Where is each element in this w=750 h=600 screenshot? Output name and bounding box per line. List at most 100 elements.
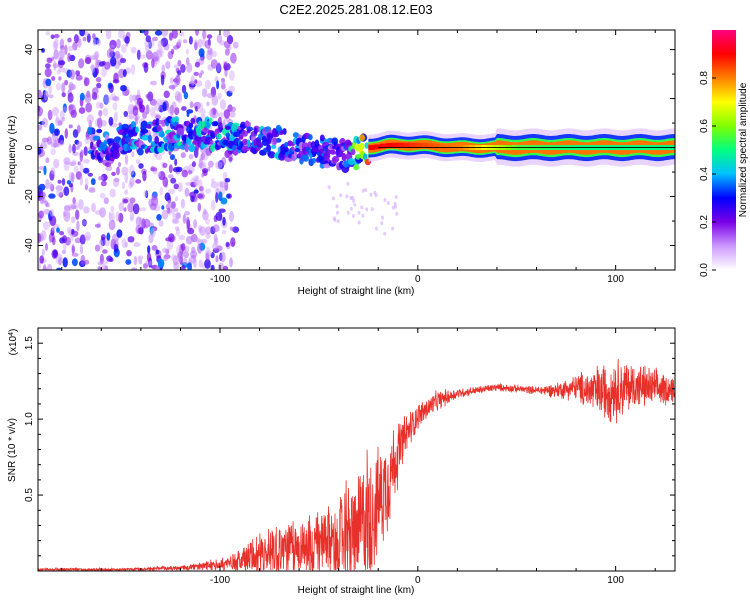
spectrogram-noise-blob	[157, 171, 162, 177]
snr-scale-suffix: )	[8, 329, 19, 332]
spectrogram-noise-blob	[200, 238, 208, 244]
spectrogram-noise-blob	[75, 70, 81, 76]
spectrogram-noise-blob	[52, 63, 60, 68]
spectrogram-noise-blob	[230, 52, 237, 64]
spectrogram-noise-blob	[84, 184, 88, 191]
spectrogram-noise-blob	[103, 94, 111, 105]
spectrogram-noise-blob	[53, 38, 59, 50]
spectrogram-ridge-blob	[292, 132, 299, 138]
spectrogram-noise-blob	[92, 33, 96, 40]
spectrogram-ridge-blob	[177, 141, 182, 147]
spectrogram-noise-blob	[102, 60, 106, 66]
spectrogram-noise-blob	[52, 236, 56, 246]
spectrogram-noise-blob	[383, 231, 387, 236]
spectrogram-noise-blob	[353, 202, 357, 207]
spectrogram-noise-blob	[169, 77, 174, 84]
spectrogram-noise-blob	[206, 34, 213, 39]
spectrogram-noise-blob	[150, 167, 158, 172]
spectrogram-noise-blob	[58, 67, 66, 73]
spectrogram-noise-blob	[161, 205, 165, 210]
spectrogram-noise-blob	[90, 178, 96, 186]
spectrogram-noise-blob	[351, 214, 355, 218]
spectrogram-noise-blob	[127, 202, 135, 213]
spectrogram-noise-blob	[84, 259, 90, 265]
spectrogram-ridge-blob	[184, 143, 189, 153]
spectrogram-noise-blob	[143, 62, 149, 73]
spectrogram-noise-blob	[41, 248, 45, 256]
spectrogram-ridge-blob	[314, 139, 320, 148]
spectrogram-noise-blob	[209, 109, 214, 120]
spectrogram-noise-blob	[194, 79, 198, 84]
spectrogram-noise-blob	[78, 107, 86, 114]
spectrogram-ridge-core	[451, 144, 458, 150]
spectrogram-noise-blob	[180, 152, 186, 159]
spectrogram-noise-blob	[55, 253, 63, 265]
spectrogram-noise-blob	[133, 255, 138, 266]
spectrogram-noise-blob	[139, 259, 143, 265]
spectrogram-noise-blob	[65, 209, 71, 219]
spectrogram-noise-blob	[210, 59, 218, 69]
spectrogram-ridge-blob	[284, 141, 289, 148]
spectrogram-noise-blob	[170, 201, 176, 209]
spectrogram-ridge-core	[404, 142, 411, 148]
spectrogram-noise-blob	[61, 92, 66, 98]
spectrogram-noise-blob	[198, 157, 203, 169]
spectrogram-noise-blob	[205, 232, 211, 240]
spectrogram-noise-blob	[212, 224, 220, 233]
spectrogram-noise-blob	[55, 115, 59, 123]
spectrogram-noise-blob	[113, 72, 119, 83]
spectrogram-noise-blob	[365, 207, 369, 212]
spectrogram-noise-blob	[76, 141, 83, 148]
spectrogram-noise-blob	[172, 255, 179, 266]
spectrogram-ridge-core	[392, 142, 399, 148]
colorbar-tick-label: 0.0	[699, 263, 710, 277]
spectrogram-noise-blob	[206, 101, 210, 107]
spectrogram-noise-blob	[172, 212, 176, 218]
spectrogram-ridge-blob	[118, 146, 123, 152]
spectrogram-ridge-blob	[246, 139, 251, 148]
spectrogram-noise-blob	[43, 208, 51, 215]
spectrogram-noise-blob	[202, 168, 209, 174]
spectrogram-noise-blob	[136, 49, 141, 61]
spectrogram-noise-blob	[53, 49, 59, 60]
spectrogram-noise-blob	[63, 186, 70, 196]
spectrogram-noise-blob	[219, 40, 226, 46]
spectrogram-noise-blob	[335, 210, 339, 215]
spectrogram-noise-blob	[327, 185, 331, 190]
spectrogram-noise-blob	[199, 186, 204, 192]
spectrogram-ridge-blob	[253, 127, 258, 135]
spectrogram-ridge-blob	[121, 137, 126, 147]
spectrogram-noise-blob	[215, 161, 223, 170]
spectrogram-noise-blob	[181, 243, 186, 252]
spectrogram-noise-blob	[42, 266, 48, 270]
spectrogram-ridge-core	[439, 144, 446, 149]
spectrogram-ridge-blob	[238, 134, 244, 140]
snr-x-ticks: -100 0 100	[61, 328, 656, 586]
spectrogram-noise-blob	[224, 178, 231, 183]
spectrogram-noise-blob	[173, 64, 180, 69]
spectrogram-noise-blob	[160, 74, 165, 86]
spectrogram-ridge-blob	[174, 116, 180, 123]
spectrogram-noise-blob	[63, 157, 71, 165]
spectrogram-noise-blob	[135, 179, 142, 184]
spectrogram-noise-blob	[118, 30, 125, 39]
spectrogram-noise-blob	[121, 44, 127, 54]
spectrogram-ridge-blob	[211, 121, 219, 127]
spectrogram-noise-blob	[193, 257, 197, 268]
spectrogram-noise-blob	[157, 40, 163, 50]
spectrogram-noise-blob	[201, 152, 205, 161]
spectrogram-noise-blob	[167, 199, 172, 208]
spectrogram-noise-blob	[180, 265, 186, 270]
spectrogram-noise-blob	[116, 38, 121, 49]
spectrogram-noise-blob	[223, 109, 230, 119]
spectrogram-noise-blob	[84, 77, 90, 87]
spectrogram-noise-blob	[113, 243, 119, 253]
spectrogram-noise-blob	[70, 216, 76, 224]
spectrogram-noise-blob	[40, 141, 47, 150]
spectrogram-noise-blob	[381, 215, 384, 220]
spectrogram-noise-blob	[227, 38, 233, 43]
spectrogram-noise-blob	[223, 30, 231, 38]
spectrogram-noise-blob	[197, 192, 205, 200]
spectrogram-noise-blob	[74, 202, 79, 210]
spectrogram-noise-blob	[57, 179, 62, 184]
